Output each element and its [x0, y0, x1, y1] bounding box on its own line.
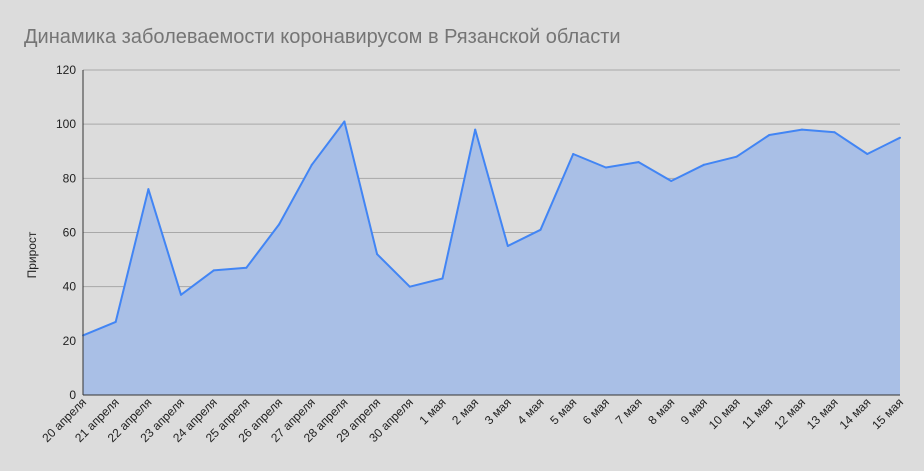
data-point: [212, 269, 215, 272]
x-tick-label: 11 мая: [739, 395, 775, 431]
data-point: [604, 166, 607, 169]
series-line-path: [82, 120, 901, 337]
data-point: [572, 152, 575, 155]
y-axis-label: Прирост: [25, 231, 39, 278]
x-tick-label: 8 мая: [645, 395, 677, 427]
y-tick-label: 40: [63, 280, 77, 294]
data-point: [800, 128, 803, 131]
data-point: [343, 120, 346, 123]
x-tick-label: 7 мая: [613, 395, 645, 427]
y-tick-label: 20: [63, 334, 77, 348]
x-tick-label: 10 мая: [706, 395, 743, 432]
y-tick-label: 80: [63, 171, 77, 185]
axes: [82, 70, 900, 396]
series-area-fill: [83, 121, 900, 395]
series-line: [82, 120, 901, 337]
x-tick-label: 5 мая: [547, 395, 579, 427]
data-point: [768, 134, 771, 136]
x-tick-label: 13 мая: [804, 395, 841, 432]
data-point: [441, 277, 444, 280]
chart-title: Динамика заболеваемости коронавирусом в …: [24, 26, 621, 48]
data-point: [310, 163, 313, 166]
x-tick-label: 12 мая: [771, 395, 808, 432]
data-point: [539, 228, 542, 231]
data-point: [114, 320, 117, 323]
x-tick-label: 2 мая: [449, 395, 481, 427]
data-point: [474, 128, 477, 131]
data-point: [376, 253, 379, 256]
data-point: [408, 285, 411, 288]
x-tick-label: 6 мая: [580, 395, 612, 427]
y-tick-label: 60: [63, 226, 77, 240]
data-point: [866, 152, 869, 155]
y-tick-label: 100: [56, 117, 76, 131]
data-point: [735, 155, 738, 158]
data-point: [506, 245, 509, 248]
data-point: [278, 223, 281, 226]
data-point: [637, 161, 640, 164]
x-tick-label: 14 мая: [837, 395, 874, 432]
x-tick-label: 3 мая: [482, 395, 514, 427]
x-tick-label: 1 мая: [416, 395, 448, 427]
x-tick-label: 4 мая: [515, 395, 547, 427]
y-tick-label: 120: [56, 63, 76, 77]
data-point: [147, 188, 150, 191]
x-tick-label: 15 мая: [869, 395, 906, 432]
data-point: [702, 163, 705, 166]
data-point: [833, 131, 836, 134]
y-tick-labels: 0 20 40 60 80 100 120: [56, 63, 76, 402]
data-point: [899, 136, 901, 139]
data-point: [245, 266, 248, 269]
data-point: [670, 180, 673, 183]
data-point: [180, 293, 183, 296]
series-area: [83, 121, 900, 395]
y-tick-label: 0: [69, 388, 76, 402]
